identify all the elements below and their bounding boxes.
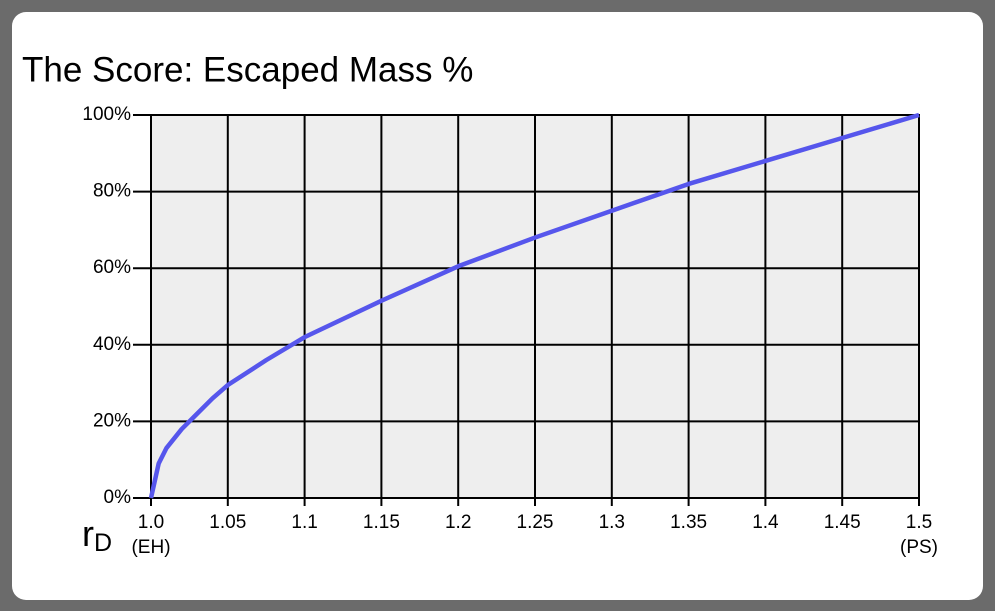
- y-tick-label: 0%: [104, 487, 132, 508]
- x-tick-label: 1.35: [670, 512, 707, 533]
- x-axis-label-sub: D: [94, 529, 112, 557]
- x-tick-label: 1.45: [824, 512, 861, 533]
- data-line: [148, 112, 920, 499]
- y-tick-label: 100%: [82, 104, 131, 125]
- x-tick-label: 1.25: [517, 512, 554, 533]
- y-tick-label: 60%: [93, 257, 131, 278]
- x-tick-label: 1.0: [138, 512, 164, 533]
- x-tick-label: 1.1: [291, 512, 317, 533]
- x-tick-label: 1.4: [752, 512, 779, 533]
- x-axis-label: rD: [82, 513, 112, 557]
- chart-title: The Score: Escaped Mass %: [22, 50, 473, 89]
- y-tick-label: 40%: [93, 334, 131, 355]
- x-tick-label: 1.3: [599, 512, 625, 533]
- x-tick-label: 1.05: [209, 512, 246, 533]
- plot-frame: [150, 114, 920, 499]
- y-tick-label: 20%: [93, 410, 131, 431]
- x-axis-label-main: r: [82, 513, 94, 554]
- annotation: (PS): [900, 537, 938, 558]
- x-tick-label: 1.5: [906, 512, 932, 533]
- x-tick-label: 1.2: [445, 512, 471, 533]
- annotation: (EH): [131, 537, 170, 558]
- y-tick-label: 80%: [93, 181, 131, 202]
- x-tick-label: 1.15: [363, 512, 400, 533]
